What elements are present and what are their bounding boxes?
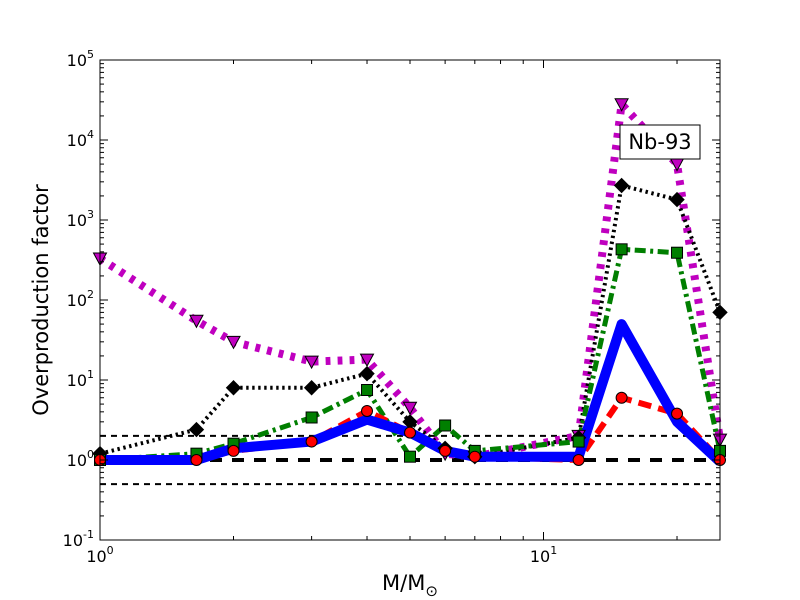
series-0-point <box>614 98 629 112</box>
x-tick-label: 100 <box>86 544 113 566</box>
series-1-point <box>613 177 630 194</box>
series-line-4 <box>100 319 724 466</box>
y-tick-label: 101 <box>67 368 94 390</box>
series-1-point <box>303 380 320 396</box>
series-0-point <box>304 355 319 370</box>
y-tick-label: 102 <box>67 288 94 310</box>
x-tick-label: 101 <box>530 544 557 566</box>
series-line-0 <box>97 100 724 461</box>
series-0-point <box>359 353 375 368</box>
series-2-point <box>572 435 585 448</box>
series-3-point <box>671 407 684 420</box>
series-3-point <box>572 454 585 466</box>
y-tick-label: 103 <box>67 208 94 230</box>
series-2-point <box>305 411 318 424</box>
series-3-point <box>468 450 481 463</box>
series-1-point <box>225 380 242 396</box>
series-3-point <box>404 426 416 439</box>
annotation-text: Nb-93 <box>628 130 691 154</box>
y-tick-label: 10-1 <box>63 528 94 550</box>
series-2-point <box>404 450 416 463</box>
x-axis: 100 101 <box>86 60 678 566</box>
series-line-1 <box>99 183 722 459</box>
y-axis: 10-1 100 101 102 103 104 105 <box>63 48 720 550</box>
series-0-point <box>402 401 418 416</box>
series-3-point <box>615 391 628 404</box>
y-tick-label: 105 <box>67 48 94 70</box>
series-lines <box>97 100 724 466</box>
series-3-point <box>190 454 203 466</box>
series-2-point <box>439 419 452 432</box>
series-3-point <box>361 404 374 417</box>
series-0-point <box>226 335 241 350</box>
series-0-point <box>189 314 204 329</box>
series-2-point <box>361 383 374 396</box>
y-axis-label: Overproduction factor <box>29 184 53 416</box>
series-3-point <box>227 444 240 457</box>
series-3-point <box>305 435 318 448</box>
y-tick-label: 104 <box>67 128 94 150</box>
series-1-point <box>188 421 205 438</box>
x-axis-label: M/M⊙ <box>382 571 438 600</box>
series-1-point <box>669 191 685 208</box>
annotation-box: Nb-93 <box>619 124 701 160</box>
annotation-frame <box>619 124 701 160</box>
series-3-point <box>439 444 452 457</box>
y-tick-label: 100 <box>67 448 94 470</box>
series-1-point <box>359 365 375 382</box>
series-2-point <box>615 243 628 256</box>
series-2-point <box>671 246 684 259</box>
